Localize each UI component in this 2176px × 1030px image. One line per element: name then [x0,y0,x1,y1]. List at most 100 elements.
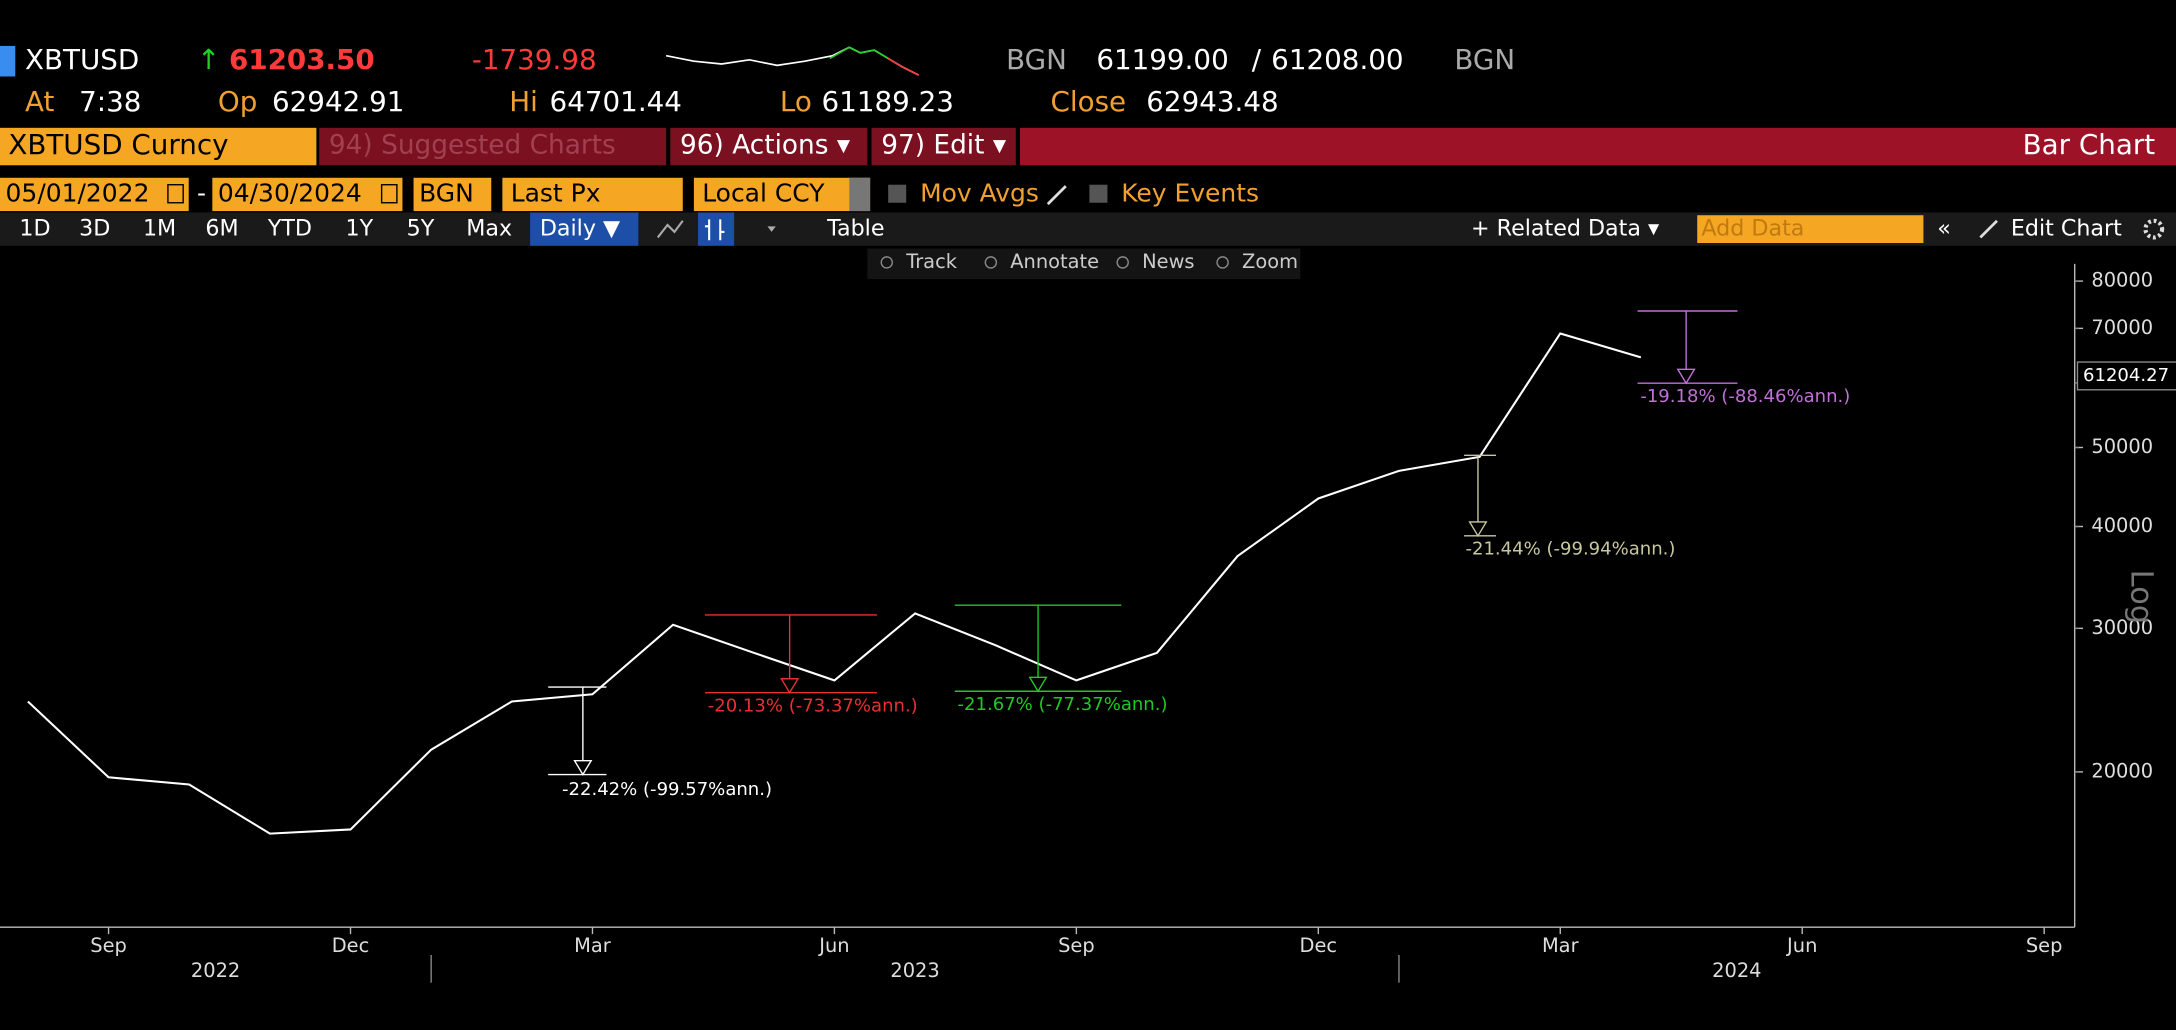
pencil-icon[interactable] [1046,185,1067,206]
x-tick-label: Sep [2026,934,2063,957]
last-price-tag [2076,361,2176,391]
drawdown-arrow [1468,521,1488,538]
drawdown-label: -20.13% (-73.37%ann.) [708,696,918,717]
drawdown-label: -22.42% (-99.57%ann.) [562,779,772,800]
tool-icon[interactable] [1216,256,1229,269]
start-date[interactable]: 05/01/2022 [6,178,150,207]
pencil-icon[interactable] [1979,219,1998,239]
edit-menu[interactable]: 97) Edit ▾ [881,130,1007,160]
related-data[interactable]: + Related Data ▾ [1471,216,1660,242]
add-data[interactable]: Add Data [1701,216,1804,242]
open-value: 62942.91 [272,85,404,118]
x-tick-label: Jun [1786,934,1817,957]
bid: 61199.00 [1096,43,1228,76]
source: BGN [1006,43,1067,76]
checkbox[interactable] [1089,184,1108,203]
y-tick-label: 50000 [2091,435,2153,458]
key-events[interactable]: Key Events [1121,178,1259,207]
menu-button[interactable] [670,127,868,166]
period-button[interactable]: 1M [143,216,176,242]
period-button[interactable]: Max [466,216,512,242]
net-change: -1739.98 [472,43,597,76]
year-label: 2022 [191,959,240,982]
date-field[interactable] [212,177,403,212]
x-tick-label: Dec [332,934,370,957]
period-button[interactable]: YTD [267,216,312,242]
tool-icon[interactable] [880,256,894,269]
actions-menu[interactable]: 96) Actions ▾ [680,130,851,160]
y-axis-label: Log [2123,570,2158,625]
mov-avgs[interactable]: Mov Avgs [920,178,1039,207]
drawdown-arrow [780,678,800,694]
currency-selector[interactable]: Local CCY [702,178,825,207]
tool-button[interactable]: Track [905,250,958,273]
high-label: Hi [509,85,538,118]
line-icon[interactable] [656,220,684,239]
period-button[interactable]: 3D [79,216,110,242]
price-line [27,332,1642,835]
ticker: XBTUSD [25,43,139,76]
drawdown-arrow [1676,368,1696,385]
dropdown-arrow[interactable] [849,177,871,212]
dropdown-arrow[interactable] [767,226,776,232]
drawdown-arrow [573,759,593,776]
tool-button[interactable]: Annotate [1010,250,1099,273]
collapse-icon[interactable]: « [1937,216,1951,242]
tool-icon[interactable] [984,256,998,269]
checkbox[interactable] [888,184,907,203]
open-label: Op [218,85,257,118]
frequency[interactable]: Daily ▼ [540,216,620,242]
drawdown-label: -21.67% (-77.37%ann.) [958,694,1168,715]
suggested-charts[interactable]: 94) Suggested Charts [329,130,616,160]
source-field[interactable] [413,177,492,212]
period-button[interactable]: 1D [19,216,50,242]
period-button[interactable]: 5Y [407,216,435,242]
table-button[interactable]: Table [826,216,884,242]
chart-kind: Bar Chart [2023,128,2156,161]
close-value: 62943.48 [1146,85,1278,118]
edit-chart[interactable]: Edit Chart [2011,216,2122,242]
calendar-icon[interactable] [167,184,184,204]
menu-button[interactable] [319,127,667,166]
end-date[interactable]: 04/30/2024 [218,178,362,207]
menu-button[interactable] [871,127,1016,166]
focus-marker [0,45,16,77]
security-box[interactable] [0,127,317,166]
y-tick-label: 20000 [2091,759,2153,782]
last-price-label: 61204.27 [2083,365,2169,386]
tool-icon[interactable] [1116,256,1129,269]
last-price: 61203.50 [229,43,375,76]
period-button[interactable]: 1Y [346,216,374,242]
frequency-box[interactable] [530,212,639,246]
currency-box[interactable] [693,177,871,212]
bar-icon-box[interactable] [698,212,735,246]
field-box[interactable] [502,177,683,212]
field-selector[interactable]: Last Px [511,178,601,207]
tool-button[interactable]: News [1142,250,1194,273]
year-label: 2023 [890,959,939,982]
separator: / [1252,43,1262,76]
low-value: 61189.23 [822,85,954,118]
y-tick-label: 70000 [2091,316,2153,339]
bar-icon[interactable] [704,219,725,241]
y-tick-label: 80000 [2091,269,2153,292]
title-bar [1020,127,2176,166]
period-button[interactable]: 6M [205,216,238,242]
security[interactable]: XBTUSD Curncy [8,128,228,161]
settings-icon[interactable] [2143,218,2165,240]
chart: 20000 30000 40000 50000 70000 80000 Log Sep Dec M… [0,263,2176,983]
source: BGN [1454,43,1515,76]
low-label: Lo [780,85,812,118]
sparkline-down [887,57,920,76]
year-label: 2024 [1712,959,1761,982]
date-field[interactable] [0,177,189,212]
source-selector[interactable]: BGN [419,178,474,207]
tool-button[interactable]: Zoom [1242,250,1298,273]
close-label: Close [1051,85,1127,118]
high-value: 64701.44 [550,85,682,118]
calendar-icon[interactable] [380,184,398,204]
add-data-box[interactable] [1697,215,1924,243]
y-tick-label: 30000 [2091,616,2153,639]
